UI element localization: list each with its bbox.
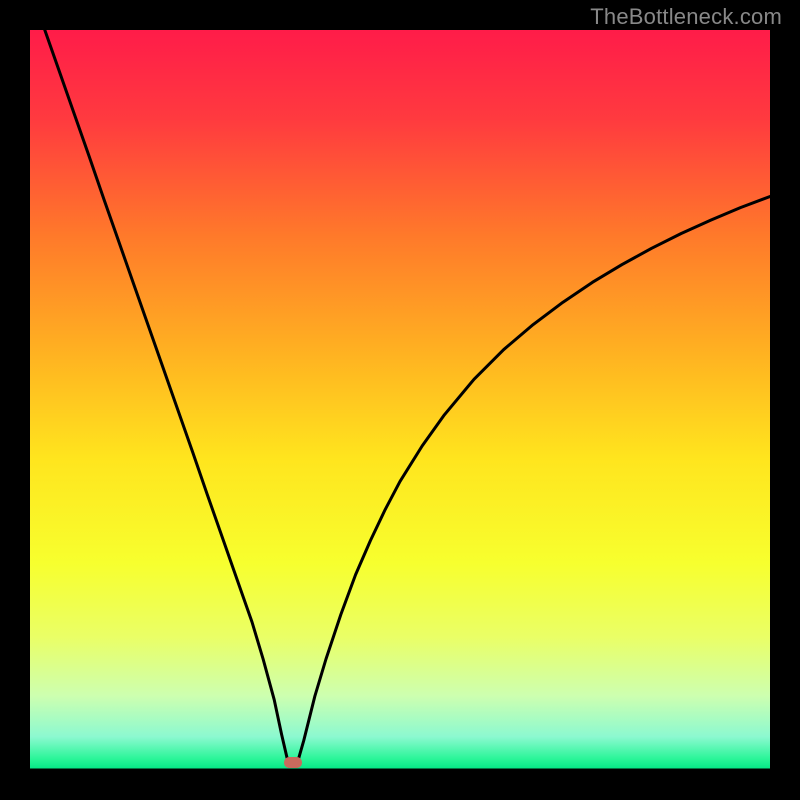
plot-area [30,30,770,770]
curve-layer [30,30,770,770]
chart-container: TheBottleneck.com [0,0,800,800]
watermark-text: TheBottleneck.com [590,4,782,30]
bottleneck-curve [45,30,770,766]
optimum-marker [284,757,302,767]
